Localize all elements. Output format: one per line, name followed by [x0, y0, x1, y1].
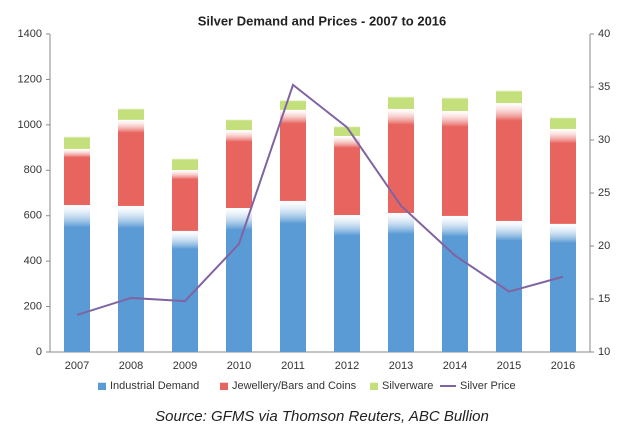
bar [118, 205, 144, 352]
bar [388, 96, 414, 109]
bar [388, 212, 414, 352]
y2-tick-label: 20 [598, 240, 610, 252]
y2-tick-label: 30 [598, 134, 610, 146]
legend-label: Silver Price [460, 380, 516, 392]
bar [226, 118, 252, 131]
bar [334, 125, 360, 136]
y2-tick-label: 10 [598, 346, 610, 358]
x-tick-label: 2015 [497, 360, 521, 372]
y-tick-label: 800 [24, 164, 42, 176]
source-caption: Source: GFMS via Thomson Reuters, ABC Bu… [155, 408, 489, 425]
legend-swatch [98, 382, 106, 390]
x-tick-label: 2011 [281, 360, 305, 372]
bar [280, 99, 306, 110]
legend-label: Silverware [382, 380, 433, 392]
bar [226, 207, 252, 352]
bar [280, 200, 306, 352]
bar [388, 108, 414, 213]
bar [496, 89, 522, 104]
bar [334, 135, 360, 216]
y2-tick-label: 15 [598, 293, 610, 305]
bar [280, 109, 306, 201]
bar [172, 170, 198, 231]
x-tick-label: 2013 [389, 360, 413, 372]
chart-title: Silver Demand and Prices - 2007 to 2016 [198, 13, 447, 28]
bar [442, 96, 468, 112]
y-tick-label: 1400 [18, 28, 42, 40]
y-tick-label: 1000 [18, 119, 42, 131]
y-tick-label: 0 [36, 346, 42, 358]
y2-tick-label: 35 [598, 81, 610, 93]
legend-swatch [370, 382, 378, 390]
bar [550, 128, 576, 224]
bar [550, 223, 576, 352]
bar [172, 158, 198, 171]
x-tick-label: 2008 [119, 360, 143, 372]
x-tick-label: 2016 [551, 360, 575, 372]
legend-swatch [220, 382, 228, 390]
bar [550, 116, 576, 129]
y2-tick-label: 25 [598, 187, 610, 199]
x-tick-label: 2010 [227, 360, 251, 372]
chart: Silver Demand and Prices - 2007 to 2016 … [18, 13, 611, 392]
x-tick-label: 2014 [443, 360, 467, 372]
y-tick-label: 200 [24, 300, 42, 312]
bar [442, 215, 468, 352]
x-tick-label: 2009 [173, 360, 197, 372]
bar [118, 108, 144, 120]
line [76, 83, 564, 316]
y-tick-label: 1200 [18, 73, 42, 85]
bar [226, 130, 252, 208]
bar [64, 148, 90, 206]
legend-label: Industrial Demand [110, 380, 199, 392]
y-tick-label: 400 [24, 255, 42, 267]
bar [64, 205, 90, 352]
bar [442, 111, 468, 216]
bar [64, 135, 90, 149]
legend-label: Jewellery/Bars and Coins [232, 380, 357, 392]
y2-tick-label: 40 [598, 28, 610, 40]
bar [496, 103, 522, 221]
x-tick-label: 2007 [65, 360, 89, 372]
bar [334, 215, 360, 352]
y-tick-label: 600 [24, 210, 42, 222]
bar [118, 119, 144, 206]
x-tick-label: 2012 [335, 360, 359, 372]
